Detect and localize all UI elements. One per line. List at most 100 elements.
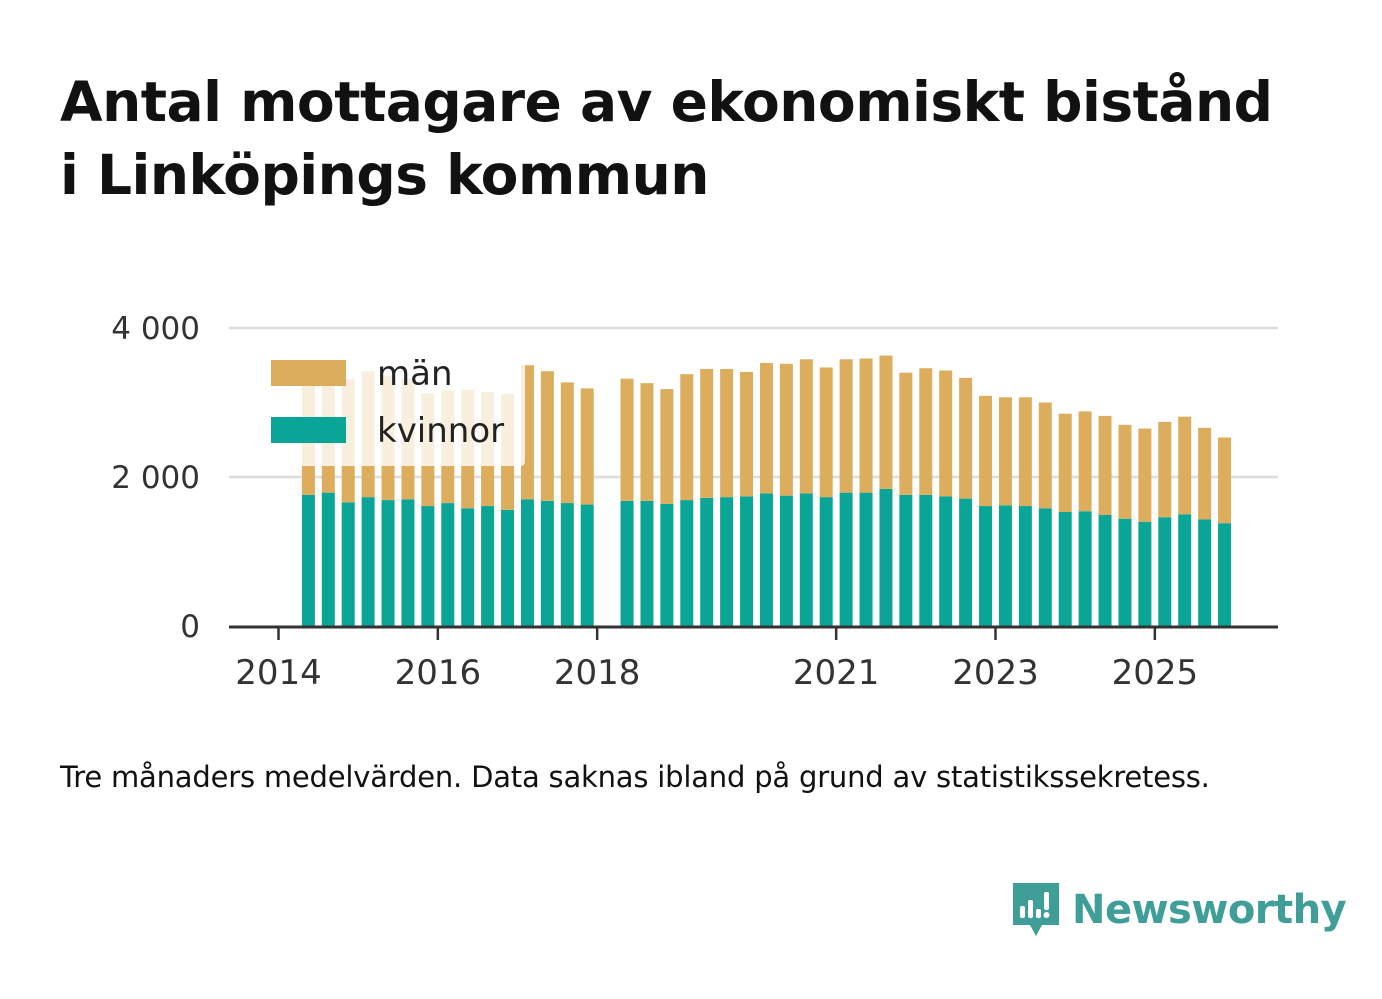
bar-man <box>640 383 654 501</box>
bar-man <box>1178 416 1192 515</box>
bar-kvinnor <box>1138 521 1152 626</box>
bar-kvinnor <box>740 496 754 626</box>
bar-man <box>1058 413 1072 513</box>
bar-man <box>720 368 734 498</box>
bar-man <box>839 359 853 493</box>
x-tick-label: 2018 <box>554 653 641 693</box>
bar-man <box>620 378 634 501</box>
y-tick-label: 4 000 <box>111 311 200 347</box>
legend-swatch <box>271 417 346 443</box>
bar-kvinnor <box>520 499 534 626</box>
chart-title: Antal mottagare av ekonomiskt bistånd i … <box>60 66 1350 212</box>
newsworthy-logo-icon <box>1013 883 1059 936</box>
bar-kvinnor <box>859 492 873 626</box>
bar-kvinnor <box>341 502 355 626</box>
bar-kvinnor <box>401 499 415 626</box>
title-line-2: i Linköpings kommun <box>60 143 709 207</box>
bar-kvinnor <box>1198 519 1212 626</box>
bar-man <box>819 367 833 498</box>
y-tick-label: 2 000 <box>111 460 200 496</box>
bar-kvinnor <box>640 500 654 626</box>
bar-man <box>939 370 953 497</box>
bar-kvinnor <box>361 497 375 626</box>
bar-man <box>1078 411 1092 512</box>
bar-man <box>680 374 694 501</box>
bar-man <box>700 368 714 498</box>
bar-man <box>1198 427 1212 520</box>
legend-label: kvinnor <box>377 411 504 451</box>
bar-kvinnor <box>461 508 475 626</box>
bar-kvinnor <box>560 503 574 626</box>
bar-man <box>879 355 893 489</box>
bar-kvinnor <box>680 500 694 626</box>
y-tick-label: 0 <box>180 609 200 645</box>
bar-man <box>1138 428 1152 522</box>
bar-man <box>799 359 813 494</box>
bar-man <box>1038 402 1052 509</box>
bar-man <box>759 363 773 494</box>
bar-kvinnor <box>501 509 515 626</box>
bar-kvinnor <box>1078 511 1092 626</box>
brand-name: Newsworthy <box>1072 887 1347 933</box>
bar-man <box>1218 437 1232 524</box>
bar-man <box>1098 415 1112 515</box>
bar-man <box>660 389 674 504</box>
bar-kvinnor <box>700 497 714 626</box>
bar-kvinnor <box>441 503 455 626</box>
bar-kvinnor <box>1098 514 1112 626</box>
bar-man <box>580 388 594 505</box>
bar-man <box>859 358 873 493</box>
x-tick-label: 2016 <box>395 653 482 693</box>
bar-kvinnor <box>1118 518 1132 626</box>
brand[interactable]: Newsworthy <box>1010 878 1347 942</box>
bar-kvinnor <box>919 494 933 626</box>
legend-label: män <box>377 354 453 394</box>
bar-man <box>1018 397 1032 507</box>
bar-man <box>1118 424 1132 519</box>
bar-kvinnor <box>1018 506 1032 626</box>
bar-man <box>899 372 913 495</box>
bar-kvinnor <box>301 494 315 626</box>
bar-man <box>540 371 554 501</box>
footnote: Tre månaders medelvärden. Data saknas ib… <box>60 760 1210 794</box>
bar-kvinnor <box>1038 508 1052 626</box>
bar-kvinnor <box>799 493 813 626</box>
bar-kvinnor <box>839 492 853 626</box>
bar-kvinnor <box>998 505 1012 626</box>
bar-kvinnor <box>540 500 554 626</box>
bar-kvinnor <box>979 506 993 626</box>
bar-man <box>919 368 933 495</box>
bar-kvinnor <box>421 506 435 626</box>
bar-kvinnor <box>580 504 594 626</box>
bar-kvinnor <box>959 498 973 626</box>
bar-kvinnor <box>381 500 395 626</box>
bar-man <box>959 377 973 499</box>
bar-kvinnor <box>321 492 335 626</box>
x-tick-label: 2014 <box>235 653 322 693</box>
x-tick-label: 2021 <box>793 653 880 693</box>
bar-kvinnor <box>879 488 893 626</box>
bar-kvinnor <box>620 500 634 626</box>
bar-kvinnor <box>939 496 953 626</box>
bar-kvinnor <box>1178 514 1192 626</box>
bar-kvinnor <box>1058 512 1072 626</box>
bar-kvinnor <box>660 503 674 626</box>
legend-swatch <box>271 360 346 386</box>
bar-kvinnor <box>779 495 793 626</box>
bar-man <box>560 382 574 504</box>
bar-man <box>779 363 793 496</box>
x-tick-label: 2023 <box>952 653 1039 693</box>
x-tick-label: 2025 <box>1112 653 1199 693</box>
bar-kvinnor <box>819 497 833 626</box>
bar-kvinnor <box>1158 517 1172 626</box>
bar-man <box>998 397 1012 506</box>
title-line-1: Antal mottagare av ekonomiskt bistånd <box>60 70 1273 134</box>
bar-man <box>979 395 993 507</box>
bar-kvinnor <box>720 497 734 626</box>
bar-kvinnor <box>481 506 495 626</box>
bar-man <box>1158 421 1172 518</box>
bar-man <box>740 371 754 497</box>
bar-kvinnor <box>899 494 913 626</box>
bar-kvinnor <box>1218 523 1232 626</box>
